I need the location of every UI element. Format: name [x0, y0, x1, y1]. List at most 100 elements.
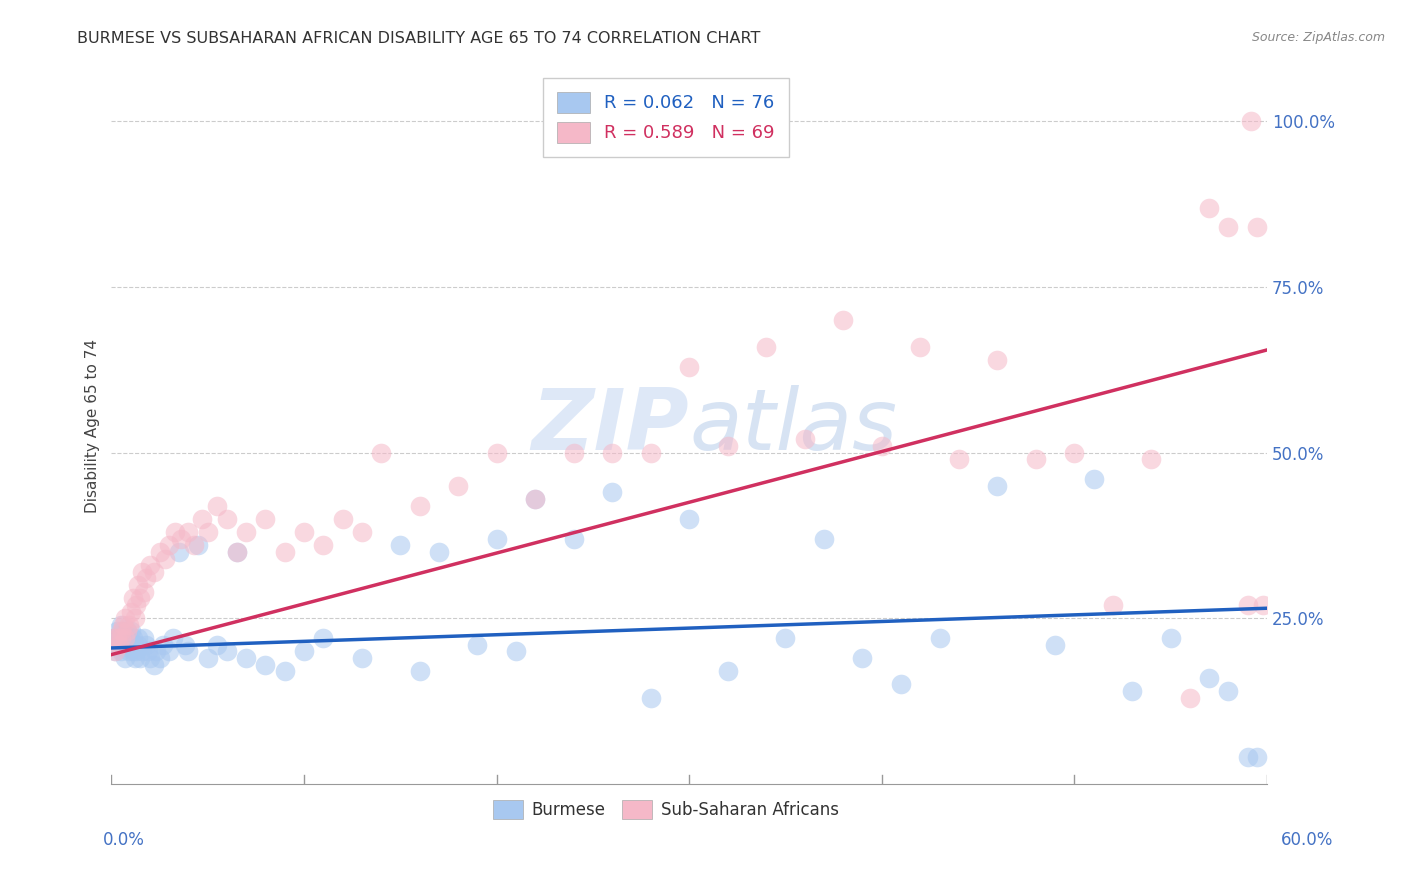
Point [177, 644, 200, 658]
Point [832, 313, 855, 327]
Point [197, 651, 219, 665]
Point [142, 565, 165, 579]
Point [755, 340, 778, 354]
Point [124, 611, 146, 625]
Point [121, 591, 143, 606]
Point [485, 532, 508, 546]
Point [1218, 684, 1240, 698]
Point [110, 644, 132, 658]
Point [129, 591, 152, 606]
Point [332, 512, 354, 526]
Point [135, 571, 157, 585]
Point [163, 525, 186, 540]
Point [225, 545, 247, 559]
Point [1246, 750, 1268, 764]
Point [162, 631, 184, 645]
Point [292, 525, 315, 540]
Point [389, 538, 412, 552]
Point [142, 657, 165, 672]
Point [127, 638, 149, 652]
Point [1140, 452, 1163, 467]
Point [1218, 220, 1240, 235]
Point [678, 512, 700, 526]
Point [312, 631, 335, 645]
Point [134, 631, 156, 645]
Point [851, 651, 873, 665]
Point [155, 551, 177, 566]
Point [1236, 598, 1258, 612]
Point [120, 638, 142, 652]
Point [129, 651, 152, 665]
Point [948, 452, 970, 467]
Point [465, 638, 488, 652]
Point [678, 359, 700, 374]
Text: 0.0%: 0.0% [103, 831, 145, 849]
Point [1246, 220, 1268, 235]
Point [105, 638, 128, 652]
Point [134, 584, 156, 599]
Point [148, 651, 170, 665]
Point [254, 657, 277, 672]
Point [110, 617, 132, 632]
Point [427, 545, 450, 559]
Point [127, 578, 149, 592]
Point [103, 631, 125, 645]
Point [986, 352, 1008, 367]
Point [408, 664, 430, 678]
Point [986, 479, 1008, 493]
Point [254, 512, 277, 526]
Point [108, 631, 131, 645]
Point [104, 644, 127, 658]
Point [114, 631, 136, 645]
Point [447, 479, 470, 493]
Point [312, 538, 335, 552]
Point [1251, 598, 1274, 612]
Y-axis label: Disability Age 65 to 74: Disability Age 65 to 74 [86, 339, 100, 513]
Point [131, 644, 153, 658]
Point [131, 565, 153, 579]
Point [350, 525, 373, 540]
Point [124, 638, 146, 652]
Point [1240, 114, 1263, 128]
Point [562, 532, 585, 546]
Point [135, 638, 157, 652]
Point [157, 538, 180, 552]
Point [148, 545, 170, 559]
Point [1198, 201, 1220, 215]
Point [928, 631, 950, 645]
Point [1063, 445, 1085, 459]
Point [118, 617, 141, 632]
Point [167, 545, 190, 559]
Point [207, 499, 229, 513]
Point [600, 485, 623, 500]
Point [125, 598, 148, 612]
Point [600, 445, 623, 459]
Point [640, 690, 662, 705]
Text: Source: ZipAtlas.com: Source: ZipAtlas.com [1251, 31, 1385, 45]
Text: ZIP: ZIP [531, 384, 689, 467]
Legend: Burmese, Sub-Saharan Africans: Burmese, Sub-Saharan Africans [486, 793, 845, 825]
Point [793, 433, 815, 447]
Point [111, 617, 134, 632]
Point [139, 558, 162, 573]
Point [1160, 631, 1182, 645]
Point [187, 538, 209, 552]
Point [408, 499, 430, 513]
Point [370, 445, 392, 459]
Point [124, 651, 146, 665]
Point [136, 644, 159, 658]
Point [274, 545, 297, 559]
Text: BURMESE VS SUBSAHARAN AFRICAN DISABILITY AGE 65 TO 74 CORRELATION CHART: BURMESE VS SUBSAHARAN AFRICAN DISABILITY… [77, 31, 761, 46]
Point [118, 631, 141, 645]
Point [114, 651, 136, 665]
Point [120, 605, 142, 619]
Point [145, 644, 167, 658]
Point [1083, 472, 1105, 486]
Point [1121, 684, 1143, 698]
Point [105, 631, 128, 645]
Point [110, 631, 132, 645]
Point [127, 631, 149, 645]
Point [274, 664, 297, 678]
Point [1025, 452, 1047, 467]
Point [197, 525, 219, 540]
